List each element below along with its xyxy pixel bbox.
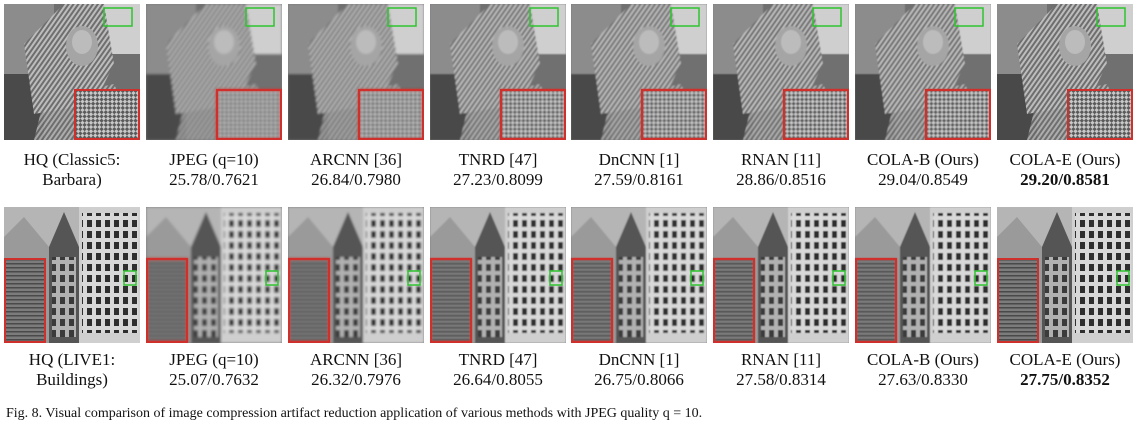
score-label: 26.84/0.7980 bbox=[311, 170, 401, 189]
method-caption: HQ (Classic5: Barbara) bbox=[0, 150, 146, 190]
method-label: JPEG (q=10) bbox=[169, 150, 259, 169]
barbara-image-arcnn bbox=[288, 4, 424, 140]
buildings-image-cola-b bbox=[855, 207, 991, 343]
method-label: TNRD [47] bbox=[458, 150, 538, 169]
buildings-image-arcnn bbox=[288, 207, 424, 343]
score-label: 27.23/0.8099 bbox=[453, 170, 543, 189]
barbara-image-jpeg bbox=[146, 4, 282, 140]
buildings-image-rnan bbox=[713, 207, 849, 343]
score-label: 29.04/0.8549 bbox=[878, 170, 968, 189]
score-label: 27.58/0.8314 bbox=[736, 370, 826, 389]
method-caption: RNAN [11] 27.58/0.8314 bbox=[707, 350, 855, 390]
score-label: Barbara) bbox=[42, 170, 102, 189]
score-label: 26.64/0.8055 bbox=[453, 370, 543, 389]
method-label: COLA-B (Ours) bbox=[867, 350, 979, 369]
method-label: COLA-B (Ours) bbox=[867, 150, 979, 169]
method-caption: COLA-B (Ours) 29.04/0.8549 bbox=[849, 150, 997, 190]
method-label: TNRD [47] bbox=[458, 350, 538, 369]
score-label: 27.63/0.8330 bbox=[878, 370, 968, 389]
score-label: 26.75/0.8066 bbox=[594, 370, 684, 389]
method-caption: DnCNN [1] 26.75/0.8066 bbox=[565, 350, 713, 390]
method-label: COLA-E (Ours) bbox=[1009, 150, 1121, 169]
barbara-image-tnrd bbox=[430, 4, 566, 140]
method-caption: RNAN [11] 28.86/0.8516 bbox=[707, 150, 855, 190]
buildings-image-jpeg bbox=[146, 207, 282, 343]
method-label: DnCNN [1] bbox=[598, 350, 680, 369]
method-caption: HQ (LIVE1: Buildings) bbox=[0, 350, 146, 390]
barbara-image-hq bbox=[4, 4, 140, 140]
method-label: RNAN [11] bbox=[740, 350, 822, 369]
method-caption: TNRD [47] 26.64/0.8055 bbox=[424, 350, 572, 390]
score-label: Buildings) bbox=[36, 370, 108, 389]
method-caption: TNRD [47] 27.23/0.8099 bbox=[424, 150, 572, 190]
buildings-image-cola-e bbox=[997, 207, 1133, 343]
barbara-image-cola-b bbox=[855, 4, 991, 140]
score-label: 26.32/0.7976 bbox=[311, 370, 401, 389]
score-label: 25.78/0.7621 bbox=[169, 170, 259, 189]
barbara-image-cola-e bbox=[997, 4, 1133, 140]
method-label: ARCNN [36] bbox=[309, 350, 403, 369]
method-label: DnCNN [1] bbox=[598, 150, 680, 169]
method-label: COLA-E (Ours) bbox=[1009, 350, 1121, 369]
buildings-image-hq bbox=[4, 207, 140, 343]
method-label: HQ (Classic5: bbox=[23, 150, 121, 169]
figure-caption: Fig. 8. Visual comparison of image compr… bbox=[6, 406, 703, 421]
method-caption: ARCNN [36] 26.32/0.7976 bbox=[282, 350, 430, 390]
score-label: 28.86/0.8516 bbox=[736, 170, 826, 189]
method-label: RNAN [11] bbox=[740, 150, 822, 169]
score-label: 29.20/0.8581 bbox=[1020, 170, 1110, 189]
method-label: HQ (LIVE1: bbox=[28, 350, 116, 369]
buildings-image-dncnn bbox=[571, 207, 707, 343]
method-caption: COLA-E (Ours) 27.75/0.8352 bbox=[991, 350, 1136, 390]
method-label: JPEG (q=10) bbox=[169, 350, 259, 369]
barbara-image-dncnn bbox=[571, 4, 707, 140]
score-label: 25.07/0.7632 bbox=[169, 370, 259, 389]
method-caption: JPEG (q=10) 25.07/0.7632 bbox=[140, 350, 288, 390]
score-label: 27.59/0.8161 bbox=[594, 170, 684, 189]
method-caption: ARCNN [36] 26.84/0.7980 bbox=[282, 150, 430, 190]
method-label: ARCNN [36] bbox=[309, 150, 403, 169]
barbara-image-rnan bbox=[713, 4, 849, 140]
score-label: 27.75/0.8352 bbox=[1020, 370, 1110, 389]
method-caption: COLA-B (Ours) 27.63/0.8330 bbox=[849, 350, 997, 390]
method-caption: COLA-E (Ours) 29.20/0.8581 bbox=[991, 150, 1136, 190]
buildings-image-tnrd bbox=[430, 207, 566, 343]
method-caption: JPEG (q=10) 25.78/0.7621 bbox=[140, 150, 288, 190]
method-caption: DnCNN [1] 27.59/0.8161 bbox=[565, 150, 713, 190]
